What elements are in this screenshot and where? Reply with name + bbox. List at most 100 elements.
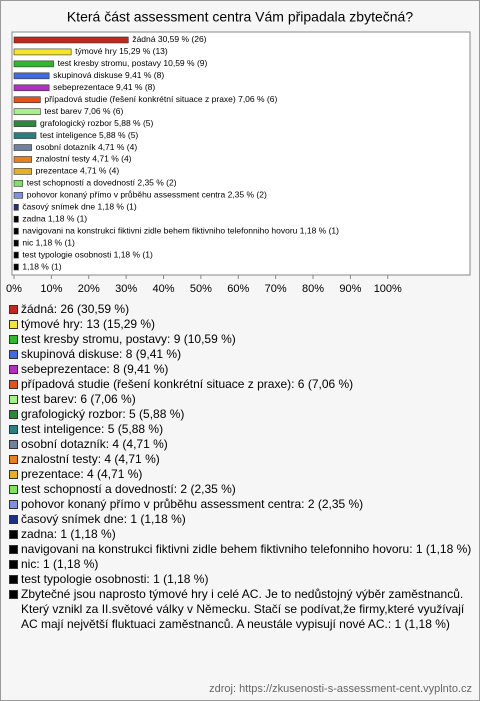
legend-label: test inteligence: 5 (5,88 %) <box>21 422 164 436</box>
legend-swatch <box>9 500 18 509</box>
value-label: znalostní testy 4,71 % (4) <box>36 154 132 164</box>
legend-item: znalostní testy: 4 (4,71 %) <box>8 452 474 467</box>
x-tick-label: 50% <box>190 283 212 295</box>
bar <box>13 36 129 44</box>
legend-label: test typologie osobnosti: 1 (1,18 %) <box>21 572 209 586</box>
bar <box>13 239 19 247</box>
legend-item: Zbytečné jsou naprosto týmové hry i celé… <box>8 587 474 632</box>
legend-label: prezentace: 4 (4,71 %) <box>21 467 143 481</box>
legend: žádná: 26 (30,59 %) týmové hry: 13 (15,29… <box>8 302 474 632</box>
bar <box>13 84 50 92</box>
x-tick-label: 10% <box>40 283 62 295</box>
legend-item: zadna: 1 (1,18 %) <box>8 527 474 542</box>
legend-swatch <box>9 455 18 464</box>
value-label: test kresby stromu, postavy 10,59 % (9) <box>58 58 208 68</box>
bar <box>13 48 72 56</box>
legend-swatch <box>9 545 18 554</box>
bar <box>13 168 32 175</box>
bar <box>13 215 19 223</box>
x-tick-label: 30% <box>115 283 137 295</box>
bar <box>13 263 19 271</box>
x-tick-label: 0% <box>6 283 22 295</box>
value-label: 1,18 % (1) <box>22 261 61 271</box>
bar <box>13 120 37 127</box>
legend-swatch <box>9 560 18 569</box>
legend-item: test schopností a dovedností: 2 (2,35 %) <box>8 482 474 497</box>
legend-swatch <box>9 440 18 449</box>
legend-swatch <box>9 470 18 479</box>
source: zdroj: https://zkusenosti-s-assessment-c… <box>209 683 472 695</box>
bar <box>13 227 19 235</box>
legend-label: týmové hry: 13 (15,29 %) <box>21 317 156 331</box>
legend-label: test kresby stromu, postavy: 9 (10,59 %) <box>21 332 236 346</box>
legend-swatch <box>9 590 18 599</box>
legend-label: nic: 1 (1,18 %) <box>21 557 99 571</box>
legend-item: časový snímek dne: 1 (1,18 %) <box>8 512 474 527</box>
bar <box>13 72 50 80</box>
x-tick-label: 100% <box>374 283 402 295</box>
value-label: test barev 7,06 % (6) <box>44 106 123 116</box>
bar <box>13 156 32 163</box>
value-label: test schopností a dovedností 2,35 % (2) <box>27 178 177 188</box>
value-label: zadna 1,18 % (1) <box>22 213 87 223</box>
legend-item: test inteligence: 5 (5,88 %) <box>8 422 474 437</box>
legend-label: navigovani na konstrukci fiktivni zidle … <box>21 542 472 556</box>
legend-label: znalostní testy: 4 (4,71 %) <box>21 452 160 466</box>
legend-item: nic: 1 (1,18 %) <box>8 557 474 572</box>
x-tick-label: 60% <box>227 283 249 295</box>
legend-swatch <box>9 335 18 344</box>
value-label: prezentace 4,71 % (4) <box>36 166 120 176</box>
legend-item: navigovani na konstrukci fiktivni zidle … <box>8 542 474 557</box>
bar <box>13 108 41 115</box>
bar <box>13 132 37 139</box>
legend-label: časový snímek dne: 1 (1,18 %) <box>21 512 186 526</box>
legend-swatch <box>9 515 18 524</box>
legend-item: osobní dotazník: 4 (4,71 %) <box>8 437 474 452</box>
bar <box>13 180 24 187</box>
legend-swatch <box>9 380 18 389</box>
legend-label: test barev: 6 (7,06 %) <box>21 392 136 406</box>
bar <box>13 251 19 259</box>
bar <box>13 96 41 104</box>
x-tick-label: 90% <box>339 283 361 295</box>
bar <box>13 60 54 68</box>
chart-title: Která část assessment centra Vám připada… <box>67 9 414 25</box>
legend-swatch <box>9 395 18 404</box>
value-label: sebeprezentace 9,41 % (8) <box>53 82 155 92</box>
legend-item: grafologický rozbor: 5 (5,88 %) <box>8 407 474 422</box>
plot-area <box>11 31 471 276</box>
bar <box>13 144 32 151</box>
value-label: případová studie (řešení konkrétní situa… <box>44 94 277 104</box>
bar <box>13 192 24 199</box>
value-label: osobní dotazník 4,71 % (4) <box>36 142 138 152</box>
legend-swatch <box>9 575 18 584</box>
value-label: týmové hry 15,29 % (13) <box>75 46 168 56</box>
legend-item: žádná: 26 (30,59 %) <box>8 302 474 317</box>
legend-swatch <box>9 350 18 359</box>
value-label: pohovor konaný přímo v průběhu assessmen… <box>27 190 267 200</box>
legend-label: případová studie (řešení konkrétní situa… <box>21 377 354 391</box>
value-label: test inteligence 5,88 % (5) <box>40 130 138 140</box>
legend-swatch <box>9 410 18 419</box>
value-label: časový snímek dne 1,18 % (1) <box>22 202 137 212</box>
chart: Která část assessment centra Vám připada… <box>6 9 471 295</box>
legend-swatch <box>9 305 18 314</box>
value-label: navigovani na konstrukci fiktivni zidle … <box>22 225 339 235</box>
legend-label: osobní dotazník: 4 (4,71 %) <box>21 437 168 451</box>
x-tick-label: 40% <box>152 283 174 295</box>
legend-item: prezentace: 4 (4,71 %) <box>8 467 474 482</box>
value-label: žádná 30,59 % (26) <box>132 34 206 44</box>
legend-swatch <box>9 485 18 494</box>
value-label: test typologie osobnosti 1,18 % (1) <box>22 249 153 259</box>
legend-item: test barev: 6 (7,06 %) <box>8 392 474 407</box>
legend-label: grafologický rozbor: 5 (5,88 %) <box>21 407 185 421</box>
legend-swatch <box>9 365 18 374</box>
x-tick-label: 20% <box>78 283 100 295</box>
bar <box>13 203 19 211</box>
legend-swatch <box>9 320 18 329</box>
legend-label: žádná: 26 (30,59 %) <box>21 302 130 316</box>
legend-swatch <box>9 425 18 434</box>
x-tick-label: 70% <box>265 283 287 295</box>
x-tick-label: 80% <box>302 283 324 295</box>
